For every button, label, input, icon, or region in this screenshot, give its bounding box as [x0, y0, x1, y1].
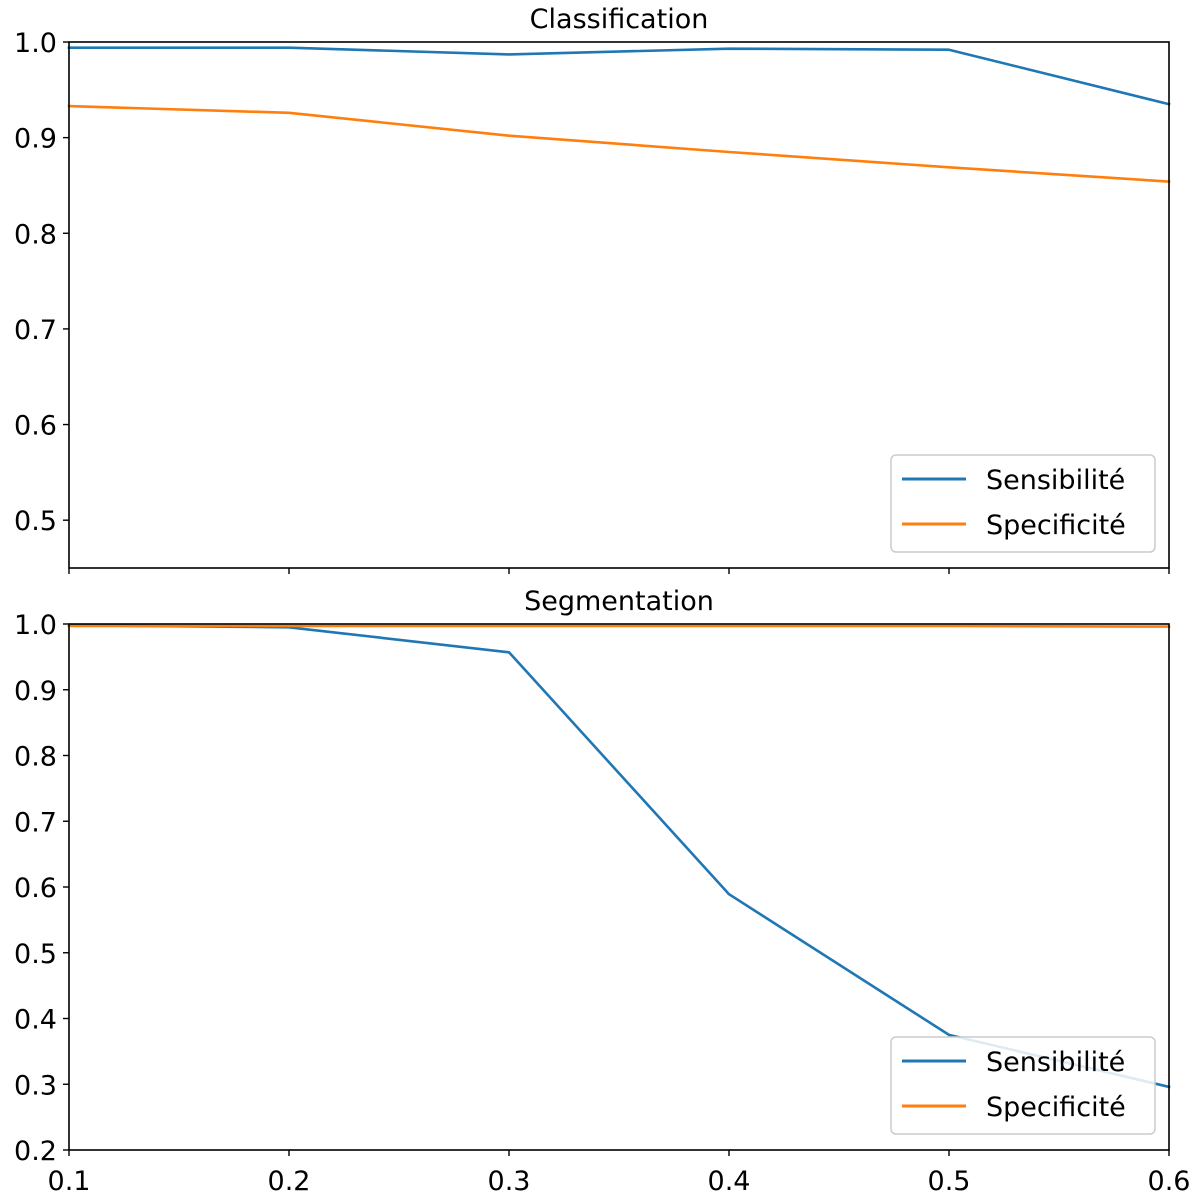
segmentation-y-tick-label: 0.2	[14, 1136, 57, 1167]
segmentation-y-tick-label: 0.3	[14, 1070, 57, 1101]
classification-series-sensibilite-line	[67, 46, 1171, 106]
classification-y-tick-label: 0.9	[14, 124, 57, 155]
segmentation-y-tick-label: 0.5	[14, 939, 57, 970]
classification-panel: Classification 0.5 0.6 0.7 0.8 0.9 1.0 Sensib…	[14, 4, 1171, 574]
segmentation-y-tick-label: 0.8	[14, 742, 57, 773]
segmentation-series	[67, 623, 1171, 1089]
classification-series-specificite-line	[67, 104, 1171, 183]
segmentation-x-tick-label: 0.3	[488, 1166, 531, 1197]
segmentation-legend: Sensibilité Specificité	[890, 1036, 1156, 1135]
classification-legend-specificite-label: Specificité	[986, 510, 1126, 541]
segmentation-x-tick-label: 0.4	[708, 1166, 751, 1197]
classification-y-tick-label: 0.8	[14, 219, 57, 250]
segmentation-x-tick-label: 0.6	[1148, 1166, 1191, 1197]
segmentation-legend-sensibilite-label: Sensibilité	[986, 1047, 1125, 1078]
segmentation-x-tick-label: 0.1	[48, 1166, 91, 1197]
segmentation-y-tick-label: 0.4	[14, 1005, 57, 1036]
classification-title: Classification	[530, 4, 709, 35]
segmentation-axes-frame	[68, 623, 1170, 1151]
segmentation-y-tick-label: 0.7	[14, 807, 57, 838]
classification-y-tick-label: 1.0	[14, 28, 57, 59]
segmentation-y-tick-label: 1.0	[14, 610, 57, 641]
classification-axes-frame	[68, 41, 1170, 569]
segmentation-legend-specificite-label: Specificité	[986, 1092, 1126, 1123]
segmentation-series-specificite-line	[67, 624, 1171, 628]
segmentation-title: Segmentation	[524, 586, 714, 617]
classification-y-tick-label: 0.7	[14, 315, 57, 346]
segmentation-x-axis: 0.1 0.2 0.3 0.4 0.5 0.6	[48, 1150, 1191, 1197]
segmentation-y-tick-label: 0.9	[14, 676, 57, 707]
segmentation-y-axis: 0.2 0.3 0.4 0.5 0.6 0.7 0.8 0.9 1.0	[14, 610, 69, 1167]
classification-y-tick-label: 0.5	[14, 506, 57, 537]
classification-series	[67, 46, 1171, 183]
classification-legend-sensibilite-label: Sensibilité	[986, 465, 1125, 496]
segmentation-x-tick-label: 0.2	[268, 1166, 311, 1197]
classification-x-axis	[68, 568, 1170, 574]
segmentation-x-tick-label: 0.5	[928, 1166, 971, 1197]
classification-y-tick-label: 0.6	[14, 411, 57, 442]
segmentation-y-tick-label: 0.6	[14, 873, 57, 904]
segmentation-series-sensibilite-line	[67, 623, 1171, 1089]
segmentation-panel: Segmentation 0.2 0.3 0.4 0.5 0.6 0.7 0.8 0.9 1.0…	[14, 586, 1190, 1197]
classification-legend: Sensibilité Specificité	[890, 454, 1156, 553]
classification-y-axis: 0.5 0.6 0.7 0.8 0.9 1.0	[14, 28, 69, 537]
